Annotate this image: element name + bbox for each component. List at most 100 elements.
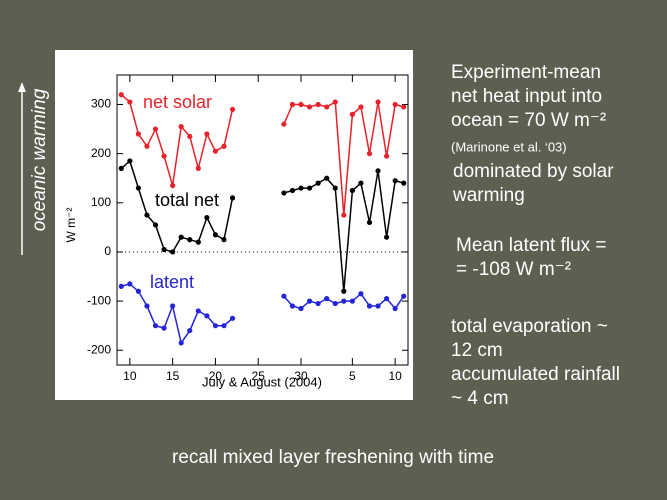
point	[281, 190, 287, 196]
warming-arrow-head	[18, 82, 26, 92]
point	[178, 124, 184, 130]
point	[315, 300, 321, 307]
point	[221, 143, 227, 149]
y-tick-label: -100	[87, 293, 111, 307]
point	[221, 237, 227, 243]
point	[135, 185, 141, 191]
point	[204, 313, 210, 319]
point	[401, 293, 407, 299]
point	[135, 288, 141, 294]
point	[315, 180, 321, 186]
y-tick-label: 100	[91, 195, 111, 209]
point	[384, 296, 390, 302]
point	[401, 104, 407, 110]
point	[144, 303, 150, 309]
point	[306, 104, 313, 110]
point	[306, 298, 313, 304]
point	[170, 303, 176, 309]
note-text: net heat input into	[451, 86, 602, 107]
point	[170, 249, 176, 255]
x-axis-label: July & August (2004)	[202, 374, 322, 389]
point	[341, 288, 347, 294]
point	[161, 325, 167, 331]
point	[144, 212, 150, 218]
point	[341, 212, 347, 218]
point	[281, 121, 287, 127]
point	[152, 126, 159, 132]
point	[187, 237, 193, 243]
point	[187, 327, 193, 334]
point	[118, 283, 124, 289]
point	[384, 234, 390, 240]
point	[392, 305, 398, 312]
note-text: (Marinone et al. ‘03)	[451, 139, 567, 154]
point	[349, 298, 355, 304]
note-text: ~ 4 cm	[451, 388, 509, 409]
x-tick-label: 25	[252, 369, 266, 383]
note-text: Experiment-mean	[451, 62, 601, 83]
note-text: accumulated rainfall	[451, 364, 620, 385]
point	[212, 323, 219, 329]
side-label: oceanic warming	[29, 88, 50, 231]
series-label: total net	[155, 190, 219, 210]
point	[324, 175, 330, 181]
note-text: Mean latent flux =	[456, 235, 607, 256]
point	[204, 131, 210, 137]
note-text: = -108 W m⁻²	[456, 259, 571, 280]
point	[221, 323, 227, 329]
point	[358, 180, 364, 186]
note-text: warming	[452, 185, 525, 206]
point	[324, 296, 330, 302]
point	[298, 185, 304, 191]
point	[127, 281, 133, 287]
point	[375, 168, 381, 174]
point	[178, 340, 184, 346]
point	[195, 165, 201, 171]
x-tick-label: 10	[388, 369, 402, 383]
series-label: net solar	[143, 92, 212, 112]
point	[401, 180, 407, 186]
point	[298, 305, 304, 312]
point	[392, 178, 398, 184]
point	[384, 153, 390, 159]
point	[144, 143, 150, 149]
point	[152, 323, 159, 329]
point	[298, 101, 304, 108]
point	[195, 239, 201, 245]
note-text: 12 cm	[451, 340, 503, 361]
point	[366, 303, 373, 309]
point	[366, 219, 373, 226]
point	[127, 158, 133, 164]
point	[289, 187, 296, 194]
point	[375, 303, 381, 309]
point	[229, 315, 236, 321]
point	[229, 106, 236, 113]
footer: recall mixed layer freshening with time	[172, 447, 494, 468]
point	[127, 99, 133, 105]
point	[204, 214, 210, 221]
point	[332, 300, 338, 307]
y-axis-label: W m⁻²	[64, 208, 78, 243]
x-tick-label: 10	[123, 369, 137, 383]
point	[358, 291, 364, 297]
point	[315, 101, 321, 108]
x-tick-label: 15	[166, 369, 180, 383]
y-tick-label: -200	[87, 342, 111, 356]
point	[161, 153, 167, 159]
x-tick-label: 30	[294, 369, 308, 383]
point	[229, 195, 236, 201]
point	[306, 185, 313, 191]
point	[170, 182, 176, 189]
note-text: total evaporation ~	[451, 316, 608, 337]
point	[289, 101, 296, 108]
note-text: dominated by solar	[453, 161, 614, 182]
point	[349, 111, 355, 117]
x-tick-label: 5	[349, 369, 356, 383]
series-label: latent	[150, 272, 194, 292]
point	[178, 234, 184, 240]
point	[118, 92, 124, 98]
point	[366, 151, 373, 157]
point	[135, 131, 141, 137]
